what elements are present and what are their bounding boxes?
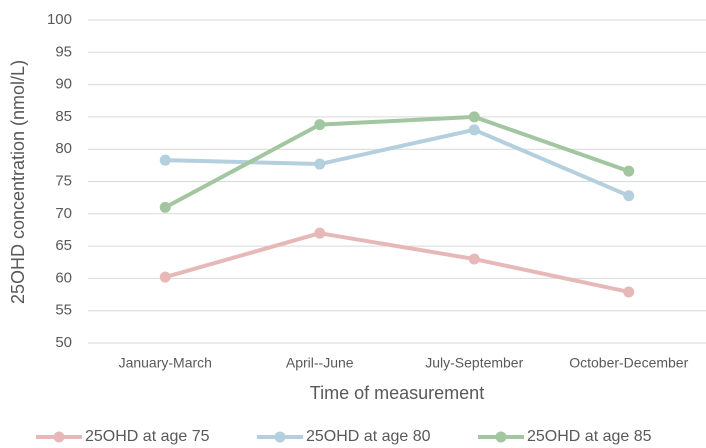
series-line (163, 127, 631, 198)
legend-marker (53, 431, 65, 443)
x-axis-title: Time of measurement (310, 383, 484, 403)
legend-marker (495, 431, 507, 443)
y-tick-label: 80 (55, 140, 72, 157)
point (159, 201, 171, 213)
legend-label: 25OHD at age 75 (85, 428, 210, 445)
x-tick-label: January-March (119, 355, 212, 371)
series-line (163, 114, 631, 210)
y-tick-label: 60 (55, 269, 72, 286)
point (159, 154, 171, 166)
x-tick-label: July-September (425, 355, 523, 371)
x-tick-label: April--June (286, 355, 354, 371)
y-tick-label: 90 (55, 76, 72, 93)
y-tick-label: 100 (47, 11, 72, 28)
y-tick-label: 75 (55, 172, 72, 189)
point (623, 190, 635, 202)
point (314, 119, 326, 131)
legend-label: 25OHD at age 80 (306, 428, 431, 445)
point (468, 253, 480, 265)
legend-label: 25OHD at age 85 (527, 428, 652, 445)
point (623, 286, 635, 298)
point (468, 124, 480, 136)
point (314, 227, 326, 239)
y-axis-title: 25OHD concentration (nmol/L) (8, 60, 28, 304)
point (468, 111, 480, 123)
series-line (163, 231, 631, 294)
point (159, 271, 171, 283)
point (314, 158, 326, 170)
point (623, 165, 635, 177)
y-tick-label: 85 (55, 108, 72, 125)
y-tick-label: 55 (55, 302, 72, 319)
x-tick-label: October-December (569, 355, 688, 371)
y-tick-label: 50 (55, 334, 72, 351)
y-tick-label: 95 (55, 43, 72, 60)
y-tick-label: 70 (55, 205, 72, 222)
legend-marker (274, 431, 286, 443)
y-tick-label: 65 (55, 237, 72, 254)
